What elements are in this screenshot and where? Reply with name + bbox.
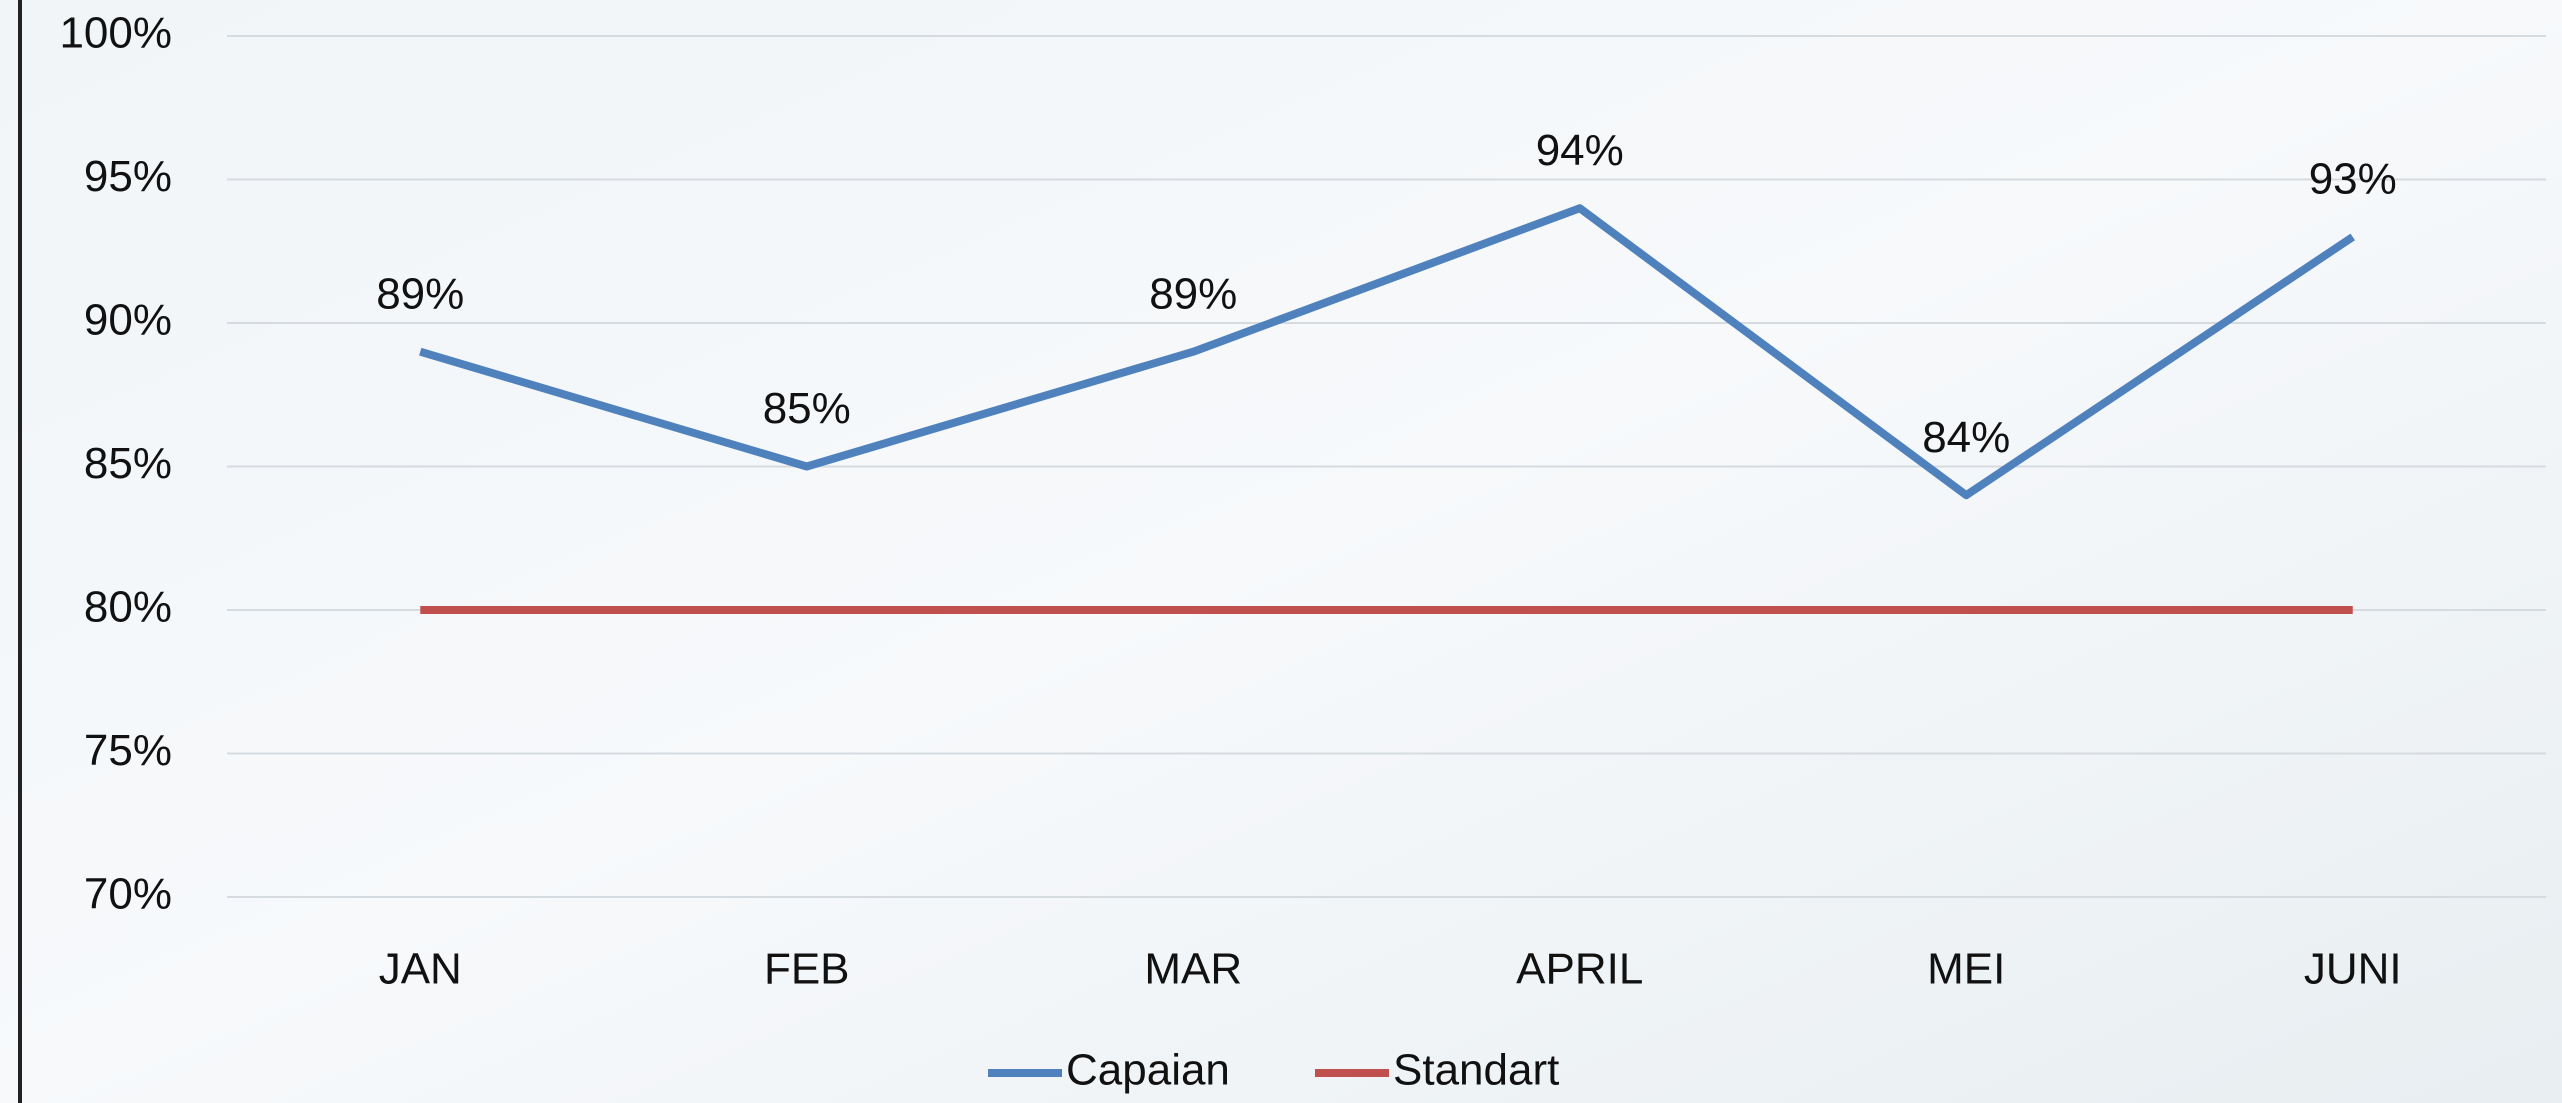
y-tick-label: 70% [84,870,172,919]
data-label: 89% [1149,269,1237,318]
y-tick-label: 85% [84,439,172,488]
x-tick-label: APRIL [1516,945,1643,994]
data-label: 84% [1922,413,2010,462]
y-tick-label: 95% [84,152,172,201]
x-tick-label: MEI [1927,945,2005,994]
y-tick-label: 90% [84,296,172,345]
legend-label: Capaian [1066,1046,1230,1095]
y-tick-label: 75% [84,726,172,775]
data-label: 94% [1536,126,1624,175]
x-tick-label: JUNI [2304,945,2402,994]
data-label: 85% [763,384,851,433]
legend-label: Standart [1393,1046,1559,1095]
y-tick-label: 80% [84,583,172,632]
data-label: 89% [376,269,464,318]
series-line [419,204,2355,500]
x-tick-label: FEB [764,945,850,994]
x-tick-label: MAR [1144,945,1242,994]
y-tick-label: 100% [59,9,172,58]
x-tick-label: JAN [379,945,462,994]
data-label: 93% [2309,155,2397,204]
